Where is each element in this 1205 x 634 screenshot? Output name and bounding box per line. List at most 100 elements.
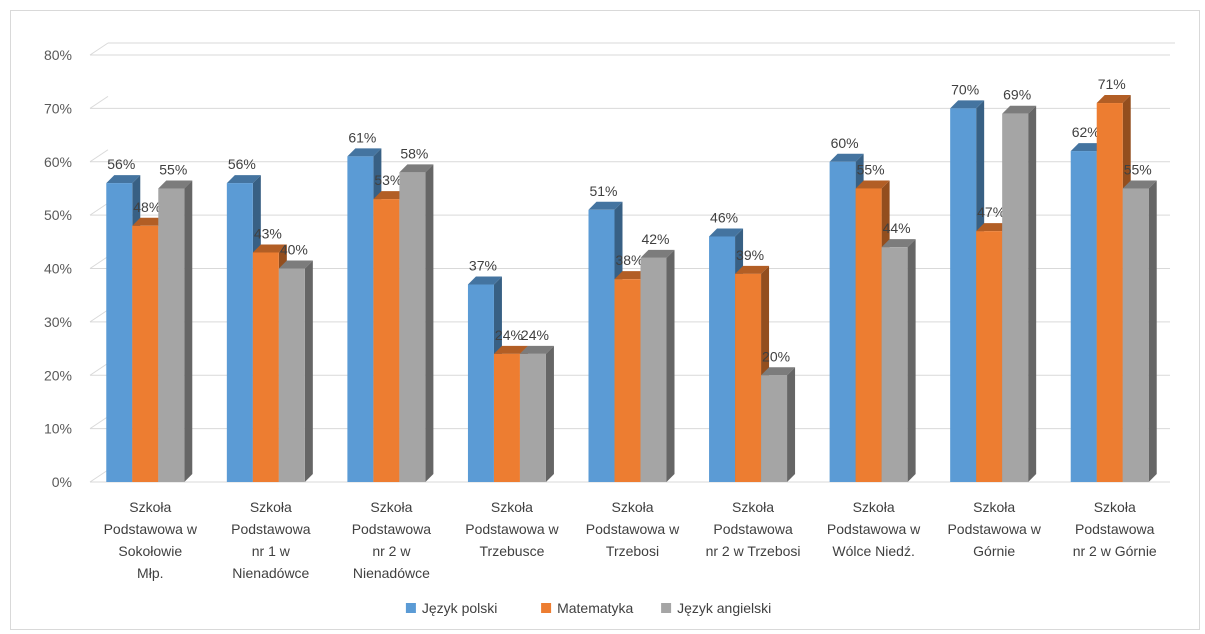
bar-top [829,153,864,162]
bar [950,108,977,482]
data-label: 44% [883,220,911,236]
bar-top [588,201,623,210]
bar [106,183,133,482]
bar [709,236,736,482]
data-label: 37% [469,258,497,274]
data-label: 58% [400,145,428,161]
data-label: 20% [762,348,790,364]
bar-side [304,260,313,482]
category-label: Szkoła Podstawowa w Sokołowie Młp. [104,499,198,581]
bar [347,156,374,482]
data-label: 69% [1003,87,1031,103]
category-label: Szkoła Podstawowa w Trzebosi [586,499,680,559]
bar [1096,103,1123,482]
bar [1070,151,1097,482]
y-tick-label: 20% [44,367,72,383]
gridline-depth [89,202,109,216]
bar-top [735,265,770,274]
gridline-depth [89,256,109,269]
bar [640,257,667,482]
legend-swatch [541,603,552,613]
gridline-depth [89,42,109,56]
data-label: 61% [348,129,376,145]
bar-side [787,367,796,482]
y-tick-label: 50% [44,207,72,223]
bar [761,375,788,482]
gridline-depth [89,362,109,376]
bar [976,231,1003,482]
data-label: 43% [254,225,282,241]
data-label: 24% [495,327,523,343]
data-label: 62% [1072,124,1100,140]
bar [1002,113,1029,483]
bar-side [666,249,675,482]
bar-top [132,217,167,226]
bar [881,247,908,482]
bar-top [614,271,649,280]
bar-side [907,239,916,482]
legend-swatch [405,603,416,613]
data-label: 38% [615,252,643,268]
category-label: Szkoła Podstawowa w Wólce Niedź. [827,499,921,559]
data-label: 56% [228,156,256,172]
bar-top [373,191,408,200]
bar-top [467,276,502,285]
data-label: 53% [374,172,402,188]
data-label: 70% [951,81,979,97]
bar-top [640,249,675,258]
bar [467,284,494,482]
data-label: 60% [831,135,859,151]
gridline-depth [89,416,109,430]
data-label: 55% [1124,161,1152,177]
bar [1122,188,1149,482]
bar-top [493,345,528,354]
bar [588,209,615,482]
bar-top [1122,180,1157,189]
bar-top [950,100,985,109]
bar-top [881,239,916,248]
data-label: 55% [857,161,885,177]
gridline-depth [89,95,109,109]
y-tick-label: 10% [44,421,72,437]
bar [855,188,882,482]
category-label: Szkoła Podstawowa w Trzebusce [465,499,559,559]
bar [519,353,546,482]
data-label: 40% [280,242,308,258]
data-label: 47% [977,204,1005,220]
gridline-depth [89,309,109,323]
y-tick-label: 80% [44,47,72,63]
bar-top [226,175,261,184]
category-label: Szkoła Podstawowa nr 1 w Nienadówce [231,499,311,581]
bar [158,188,185,482]
gridline-depth [89,469,109,483]
bar-top [519,345,554,354]
bar-top [399,164,434,173]
data-label: 24% [521,327,549,343]
category-label: Szkoła Podstawowa nr 2 w Górnie [1073,499,1157,559]
bar-side [545,345,554,482]
bar [399,172,426,483]
bar [252,252,279,482]
y-tick-label: 30% [44,314,72,330]
data-label: 39% [736,247,764,263]
legend-label: Język angielski [677,600,771,616]
bar-top [976,223,1011,232]
category-label: Szkoła Podstawowa nr 2 w Trzebosi [706,499,801,559]
bar-top [106,175,141,184]
bar-top [1002,105,1037,114]
legend-swatch [661,603,672,613]
bar [226,183,253,482]
bar-top [1096,95,1131,104]
bar [373,199,400,483]
data-label: 42% [641,231,669,247]
bar-side [425,164,434,483]
bar-top [252,244,287,253]
bar [829,161,856,482]
bar-top [855,180,890,189]
y-tick-label: 40% [44,261,72,277]
gridline-depth [89,149,109,163]
y-tick-label: 70% [44,100,72,116]
legend-label: Język polski [422,600,497,616]
data-label: 71% [1098,76,1126,92]
